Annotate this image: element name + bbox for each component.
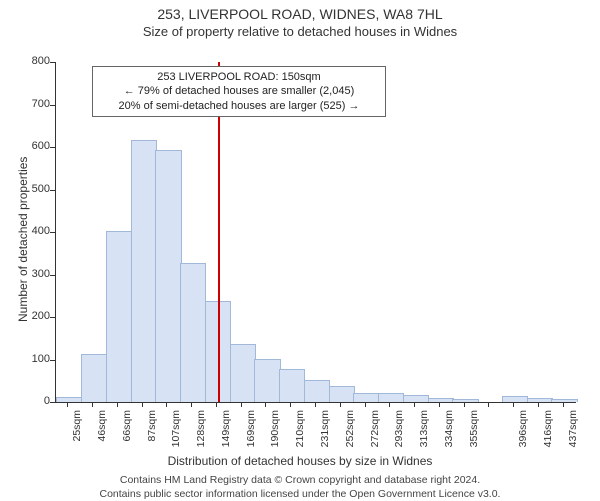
footer-line1: Contains HM Land Registry data © Crown c… [0,474,600,488]
x-tick-label: 355sqm [468,410,480,450]
chart-title: 253, LIVERPOOL ROAD, WIDNES, WA8 7HL [0,6,600,22]
histogram-bar [304,380,330,402]
x-tick-label: 293sqm [393,410,405,450]
y-tick-mark [50,190,55,191]
annotation-line1: 253 LIVERPOOL ROAD: 150sqm [99,70,379,84]
histogram-bar [131,140,157,402]
y-tick-mark [50,232,55,233]
histogram-bar [155,150,181,402]
footer-attribution: Contains HM Land Registry data © Crown c… [0,474,600,501]
x-tick-label: 313sqm [418,410,430,450]
y-tick-label: 800 [20,55,50,67]
y-tick-mark [50,105,55,106]
x-tick-mark [241,402,242,407]
histogram-bar [378,393,404,403]
x-tick-label: 210sqm [294,410,306,450]
x-tick-label: 107sqm [170,410,182,450]
x-tick-mark [216,402,217,407]
y-tick-label: 700 [20,98,50,110]
histogram-bar [527,398,553,402]
y-tick-label: 600 [20,140,50,152]
y-tick-mark [50,147,55,148]
y-tick-mark [50,62,55,63]
x-tick-mark [389,402,390,407]
y-tick-label: 500 [20,183,50,195]
x-tick-mark [563,402,564,407]
y-tick-label: 300 [20,268,50,280]
x-tick-label: 252sqm [344,410,356,450]
footer-line2: Contains public sector information licen… [0,488,600,501]
annotation-box: 253 LIVERPOOL ROAD: 150sqm ← 79% of deta… [92,66,386,117]
x-tick-mark [488,402,489,407]
histogram-bar [403,395,429,402]
x-tick-label: 128sqm [195,410,207,450]
x-tick-mark [513,402,514,407]
x-tick-label: 437sqm [567,410,579,450]
y-tick-label: 200 [20,310,50,322]
x-tick-mark [439,402,440,407]
histogram-bar [230,344,256,402]
x-tick-mark [166,402,167,407]
x-tick-mark [365,402,366,407]
chart-subtitle: Size of property relative to detached ho… [0,24,600,39]
histogram-bar [254,359,280,403]
y-tick-mark [50,317,55,318]
histogram-bar [106,231,132,402]
x-tick-label: 25sqm [71,410,83,450]
histogram-bar [428,398,454,402]
annotation-line3: 20% of semi-detached houses are larger (… [99,99,379,113]
x-tick-label: 149sqm [220,410,232,450]
histogram-bar [279,369,305,402]
x-tick-label: 416sqm [542,410,554,450]
x-tick-mark [464,402,465,407]
x-tick-mark [340,402,341,407]
x-tick-mark [315,402,316,407]
x-tick-label: 87sqm [146,410,158,450]
annotation-line2: ← 79% of detached houses are smaller (2,… [99,84,379,98]
x-tick-mark [414,402,415,407]
histogram-bar [502,396,528,402]
histogram-bar [329,386,355,402]
x-tick-mark [67,402,68,407]
histogram-bar [56,397,82,402]
x-tick-label: 334sqm [443,410,455,450]
y-tick-label: 100 [20,353,50,365]
x-tick-label: 231sqm [319,410,331,450]
histogram-bar [551,399,577,402]
histogram-bar [452,399,478,402]
y-tick-label: 400 [20,225,50,237]
x-tick-label: 272sqm [369,410,381,450]
x-tick-label: 169sqm [245,410,257,450]
x-tick-label: 190sqm [269,410,281,450]
histogram-bar [180,263,206,402]
chart-container: 253, LIVERPOOL ROAD, WIDNES, WA8 7HL Siz… [0,0,600,500]
y-tick-label: 0 [20,395,50,407]
histogram-bar [81,354,107,402]
x-tick-label: 66sqm [121,410,133,450]
y-tick-mark [50,402,55,403]
histogram-bar [353,393,379,403]
x-tick-mark [290,402,291,407]
x-tick-mark [538,402,539,407]
x-tick-mark [142,402,143,407]
x-tick-mark [191,402,192,407]
x-tick-mark [92,402,93,407]
x-axis-label: Distribution of detached houses by size … [0,454,600,468]
y-tick-mark [50,360,55,361]
y-tick-mark [50,275,55,276]
x-tick-mark [265,402,266,407]
x-tick-label: 396sqm [517,410,529,450]
y-axis-label: Number of detached properties [16,157,30,322]
x-tick-mark [117,402,118,407]
x-tick-label: 46sqm [96,410,108,450]
